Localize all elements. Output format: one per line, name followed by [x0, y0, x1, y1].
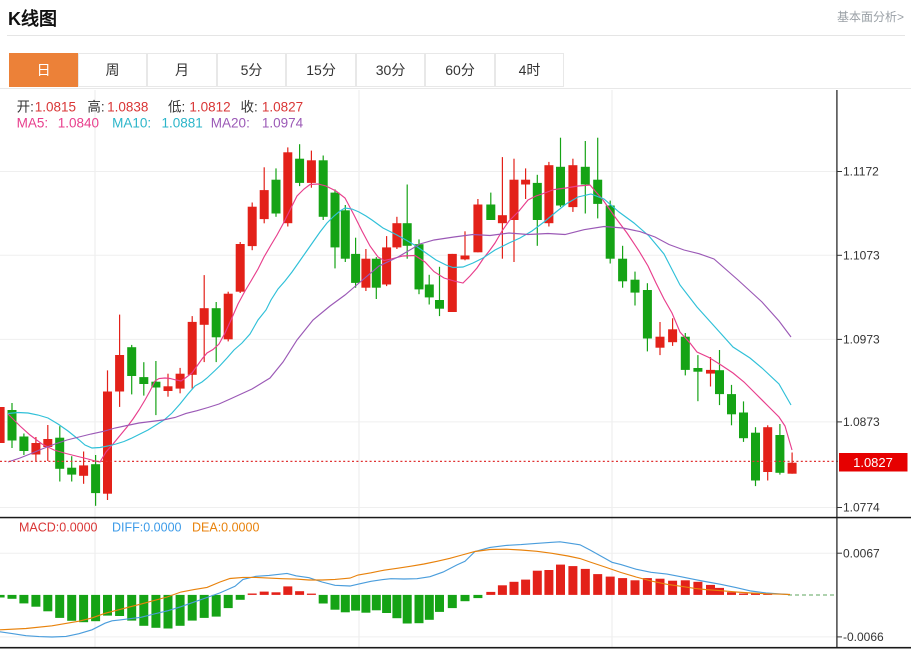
- svg-text:DIFF:0.0000: DIFF:0.0000: [112, 521, 182, 535]
- svg-text:MACD:0.0000: MACD:0.0000: [19, 521, 98, 535]
- svg-text:MA20:: MA20:: [211, 116, 250, 131]
- svg-text:1.0838: 1.0838: [107, 99, 148, 114]
- svg-text:1.0873: 1.0873: [843, 415, 880, 429]
- svg-text:1.1172: 1.1172: [843, 165, 879, 179]
- svg-text:0.0067: 0.0067: [843, 546, 880, 560]
- svg-text:1.0827: 1.0827: [262, 99, 303, 114]
- svg-text:1.0827: 1.0827: [853, 455, 893, 470]
- svg-text:DEA:0.0000: DEA:0.0000: [192, 521, 259, 535]
- svg-text:1.1073: 1.1073: [843, 249, 880, 263]
- svg-text:收:: 收:: [241, 99, 258, 114]
- svg-text:MA10:: MA10:: [112, 116, 151, 131]
- svg-text:MA5:: MA5:: [17, 116, 49, 131]
- svg-text:1.0815: 1.0815: [35, 99, 76, 114]
- svg-text:1.0881: 1.0881: [162, 116, 203, 131]
- svg-text:开:: 开:: [17, 99, 34, 114]
- svg-text:1.0974: 1.0974: [262, 116, 304, 131]
- svg-text:1.0774: 1.0774: [843, 501, 880, 515]
- svg-text:1.0812: 1.0812: [189, 99, 230, 114]
- svg-text:高:: 高:: [87, 98, 104, 114]
- svg-text:低:: 低:: [168, 99, 185, 114]
- svg-text:1.0973: 1.0973: [843, 333, 880, 347]
- svg-text:-0.0066: -0.0066: [843, 630, 884, 644]
- svg-text:1.0840: 1.0840: [58, 116, 99, 131]
